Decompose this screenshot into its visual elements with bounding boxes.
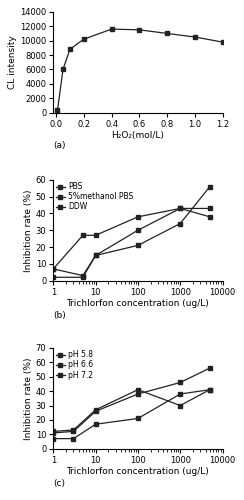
5%methanol PBS (208, 206, 211, 212)
pH 7.2 (94, 408, 97, 414)
DDW (94, 232, 97, 238)
Line: PBS: PBS (51, 184, 212, 278)
pH 7.2 (136, 391, 139, 397)
pH 7.2 (179, 380, 182, 386)
Legend: PBS, 5%methanol PBS, DDW: PBS, 5%methanol PBS, DDW (55, 182, 134, 212)
X-axis label: Trichlorfon concentration (ug/L): Trichlorfon concentration (ug/L) (67, 468, 209, 476)
X-axis label: Trichlorfon concentration (ug/L): Trichlorfon concentration (ug/L) (67, 300, 209, 308)
PBS (179, 220, 182, 226)
PBS (94, 252, 97, 258)
DDW (81, 232, 84, 238)
Text: (c): (c) (53, 479, 65, 488)
Text: (b): (b) (53, 311, 66, 320)
PBS (81, 272, 84, 278)
DDW (179, 206, 182, 212)
Line: DDW: DDW (51, 206, 212, 271)
Line: pH 5.8: pH 5.8 (51, 388, 212, 434)
PBS (136, 242, 139, 248)
pH 6.6 (72, 436, 75, 442)
pH 5.8 (94, 407, 97, 413)
Y-axis label: CL intensity: CL intensity (8, 36, 17, 89)
pH 6.6 (179, 391, 182, 397)
pH 5.8 (136, 386, 139, 392)
PBS (208, 184, 211, 190)
pH 5.8 (208, 386, 211, 392)
pH 6.6 (94, 421, 97, 427)
Legend: pH 5.8, pH 6.6, pH 7.2: pH 5.8, pH 6.6, pH 7.2 (55, 350, 94, 380)
5%methanol PBS (81, 274, 84, 280)
pH 7.2 (72, 428, 75, 434)
DDW (52, 266, 55, 272)
pH 6.6 (136, 416, 139, 422)
Line: pH 6.6: pH 6.6 (51, 388, 212, 440)
DDW (208, 214, 211, 220)
Line: 5%methanol PBS: 5%methanol PBS (51, 206, 212, 280)
DDW (136, 214, 139, 220)
Line: pH 7.2: pH 7.2 (51, 366, 212, 435)
X-axis label: H₂O₂(mol/L): H₂O₂(mol/L) (112, 132, 164, 140)
pH 6.6 (208, 386, 211, 392)
pH 5.8 (72, 427, 75, 433)
pH 6.6 (52, 436, 55, 442)
5%methanol PBS (52, 274, 55, 280)
PBS (52, 266, 55, 272)
5%methanol PBS (136, 228, 139, 234)
Text: (a): (a) (53, 141, 66, 150)
pH 5.8 (52, 428, 55, 434)
5%methanol PBS (179, 206, 182, 212)
pH 5.8 (179, 402, 182, 408)
Y-axis label: Inhibition rate (%): Inhibition rate (%) (24, 189, 33, 272)
pH 7.2 (52, 430, 55, 436)
pH 7.2 (208, 365, 211, 371)
5%methanol PBS (94, 252, 97, 258)
Y-axis label: Inhibition rate (%): Inhibition rate (%) (24, 357, 33, 440)
